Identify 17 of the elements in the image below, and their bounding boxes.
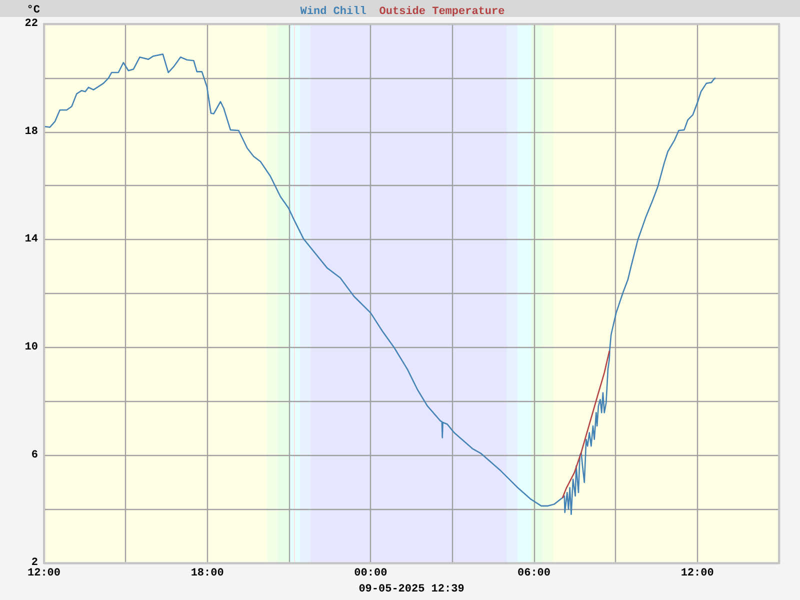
y-tick-label: 2 xyxy=(31,557,38,570)
y-tick-label: 6 xyxy=(31,449,38,462)
line-series xyxy=(43,54,716,515)
x-tick-label: 12:00 xyxy=(680,568,714,580)
y-tick-label: 22 xyxy=(24,18,38,30)
y-tick-label: 10 xyxy=(24,341,38,354)
y-axis-title: °C xyxy=(26,4,40,16)
x-tick-label: 00:00 xyxy=(354,568,388,580)
x-tick-label: 06:00 xyxy=(517,568,551,580)
line-series xyxy=(562,350,610,498)
x-tick-label: 12:00 xyxy=(27,568,61,580)
text: Outside Temperature xyxy=(379,6,506,18)
x-tick-label: 18:00 xyxy=(190,568,224,580)
y-tick-label: 18 xyxy=(24,126,38,138)
y-tick-label: 14 xyxy=(24,234,38,246)
text: Wind Chill xyxy=(300,6,367,18)
x-axis-title: 09-05-2025 12:39 xyxy=(358,584,464,596)
